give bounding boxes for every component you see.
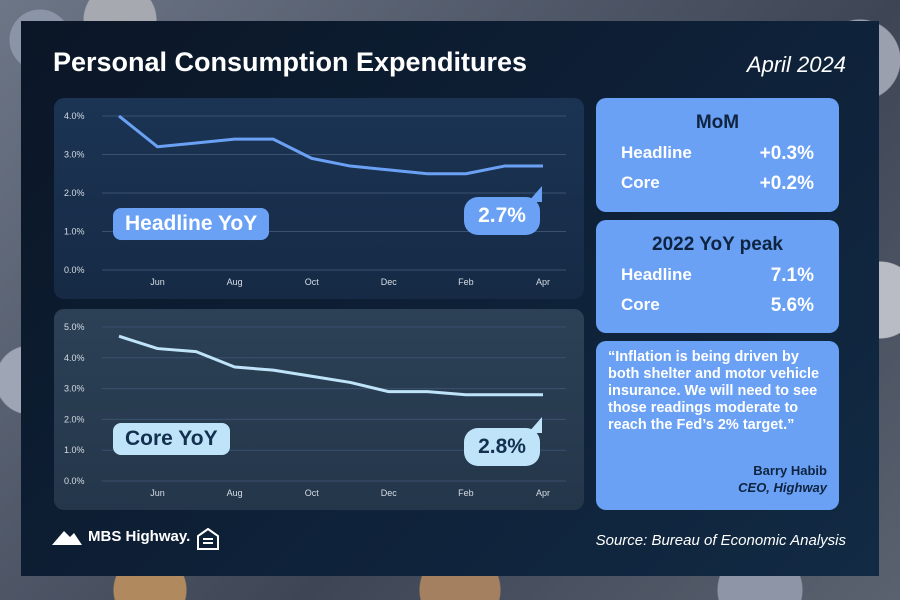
core-y-tick-label: 2.0% [64, 414, 85, 424]
core-series-line [118, 334, 543, 397]
headline-y-tick-label: 2.0% [64, 188, 85, 198]
core-y-tick-label: 0.0% [64, 476, 85, 486]
core-x-tick-label: Aug [227, 488, 243, 498]
core-x-tick-label: Oct [305, 488, 320, 498]
peak-title: 2022 YoY peak [652, 234, 783, 255]
mom-row-core: Core +0.2% [621, 173, 814, 194]
headline-x-tick-label: Dec [381, 277, 398, 287]
core-y-tick-label: 1.0% [64, 445, 85, 455]
core-latest-bubble: 2.8% [464, 428, 540, 466]
mountain-logo-icon [52, 531, 82, 545]
source-note: Source: Bureau of Economic Analysis [595, 532, 846, 549]
page-title: Personal Consumption Expenditures [53, 47, 528, 77]
headline-chart-panel: 0.0% 1.0% 2.0% 3.0% 4.0% Jun Aug Oct Dec Feb Apr H… [54, 98, 584, 299]
brand-logo: MBS Highway. [52, 527, 190, 545]
core-x-tick-label: Dec [381, 488, 398, 498]
headline-latest-bubble: 2.7% [464, 197, 540, 235]
core-x-tick-label: Jun [150, 488, 165, 498]
core-y-tick-label: 4.0% [64, 353, 85, 363]
quote-card: “Inflation is being driven by both shelt… [596, 341, 839, 510]
quote-text: “Inflation is being driven by both shelt… [608, 349, 820, 433]
mom-headline-label: Headline [621, 143, 692, 162]
peak-card: 2022 YoY peak Headline 7.1% Core 5.6% [596, 220, 839, 333]
peak-row-core: Core 5.6% [621, 295, 814, 316]
peak-core-label: Core [621, 295, 660, 314]
peak-core-value: 5.6% [770, 295, 814, 316]
mom-title: MoM [695, 112, 740, 133]
core-chart: 0.0% 1.0% 2.0% 3.0% 4.0% 5.0% Jun Aug Oct Dec Feb A… [64, 322, 566, 498]
peak-row-headline: Headline 7.1% [621, 265, 814, 286]
brand-logo-text: MBS Highway. [88, 527, 191, 545]
mom-row-headline: Headline +0.3% [621, 143, 814, 164]
headline-x-tick-label: Oct [305, 277, 320, 287]
core-series-label: Core YoY [113, 423, 230, 455]
mom-card: MoM Headline +0.3% Core +0.2% [596, 98, 839, 212]
headline-x-tick-label: Aug [227, 277, 243, 287]
mom-headline-value: +0.3% [759, 143, 814, 164]
quote-role: CEO, Highway [738, 480, 827, 495]
report-date: April 2024 [746, 52, 846, 77]
core-chart-panel: 0.0% 1.0% 2.0% 3.0% 4.0% 5.0% Jun Aug Oct Dec Feb A… [54, 309, 584, 510]
headline-series-line [118, 114, 543, 176]
peak-headline-label: Headline [621, 265, 692, 284]
core-x-tick-label: Feb [458, 488, 474, 498]
headline-x-tick-label: Apr [536, 277, 550, 287]
core-x-tick-label: Apr [536, 488, 550, 498]
peak-headline-value: 7.1% [770, 265, 814, 286]
equal-housing-icon [197, 527, 219, 550]
headline-y-tick-label: 1.0% [64, 227, 85, 237]
mom-core-value: +0.2% [759, 173, 814, 194]
quote-author: Barry Habib [753, 463, 827, 478]
headline-y-tick-label: 3.0% [64, 150, 85, 160]
headline-y-tick-label: 0.0% [64, 265, 85, 275]
core-y-tick-label: 3.0% [64, 384, 85, 394]
headline-y-tick-label: 4.0% [64, 111, 85, 121]
headline-x-tick-label: Feb [458, 277, 474, 287]
mom-core-label: Core [621, 173, 660, 192]
headline-x-tick-label: Jun [150, 277, 165, 287]
headline-series-label: Headline YoY [113, 208, 270, 240]
headline-chart: 0.0% 1.0% 2.0% 3.0% 4.0% Jun Aug Oct Dec Feb Apr [64, 111, 566, 287]
core-y-tick-label: 5.0% [64, 322, 85, 332]
